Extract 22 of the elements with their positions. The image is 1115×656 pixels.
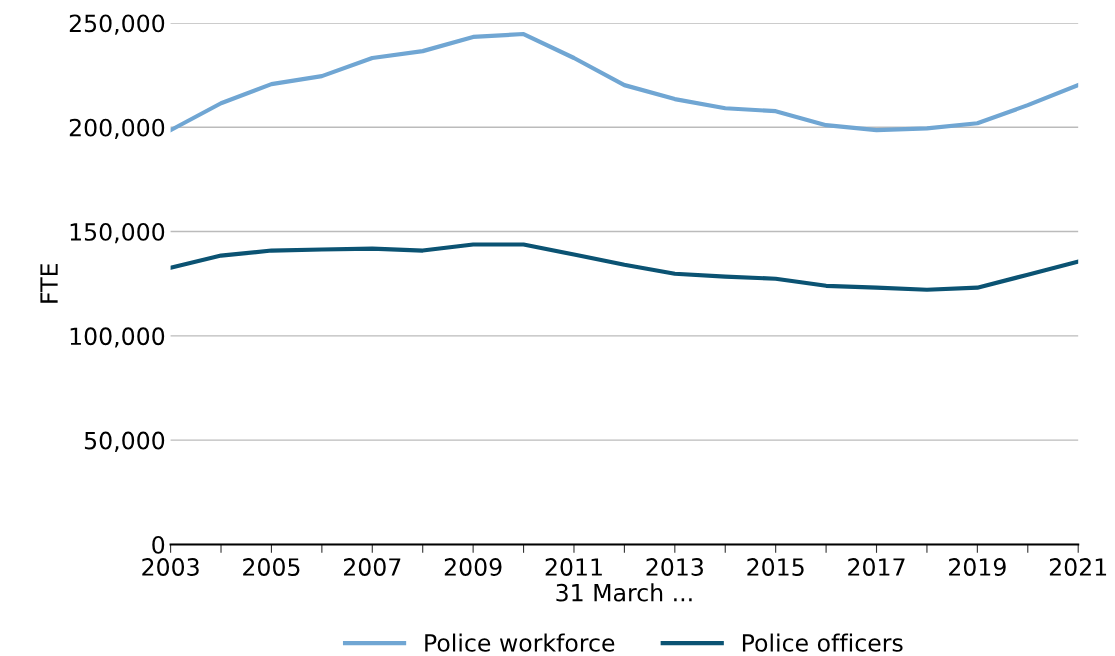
line-series	[170, 31, 1079, 133]
x-tick-label: 2003	[142, 558, 199, 576]
line-series	[170, 242, 1079, 292]
x-tick-label: 2007	[343, 558, 401, 576]
y-tick-label: 250,000	[69, 14, 165, 35]
y-tick-label: 150,000	[70, 223, 165, 244]
y-tick-label: 100,000	[70, 327, 165, 348]
x-tick-label: 2017	[848, 558, 905, 576]
y-axis-title: FTE	[40, 263, 58, 303]
x-tick-label: 2015	[747, 558, 804, 576]
x-axis-title: 31 March ...	[556, 583, 692, 602]
x-tick-label: 2013	[646, 558, 703, 576]
y-tick-label: 0	[152, 535, 165, 554]
x-tick-label: 2005	[243, 558, 300, 576]
legend-label: Police officers	[742, 633, 903, 652]
y-tick-label: 200,000	[69, 118, 165, 139]
x-tick-label: 2019	[949, 558, 1006, 576]
x-tick-label: 2011	[545, 558, 602, 576]
legend-label: Police workforce	[425, 633, 615, 652]
y-tick-label: 50,000	[84, 431, 165, 452]
x-tick-label: 2021	[1049, 558, 1107, 576]
x-tick-label: 2009	[444, 558, 502, 576]
